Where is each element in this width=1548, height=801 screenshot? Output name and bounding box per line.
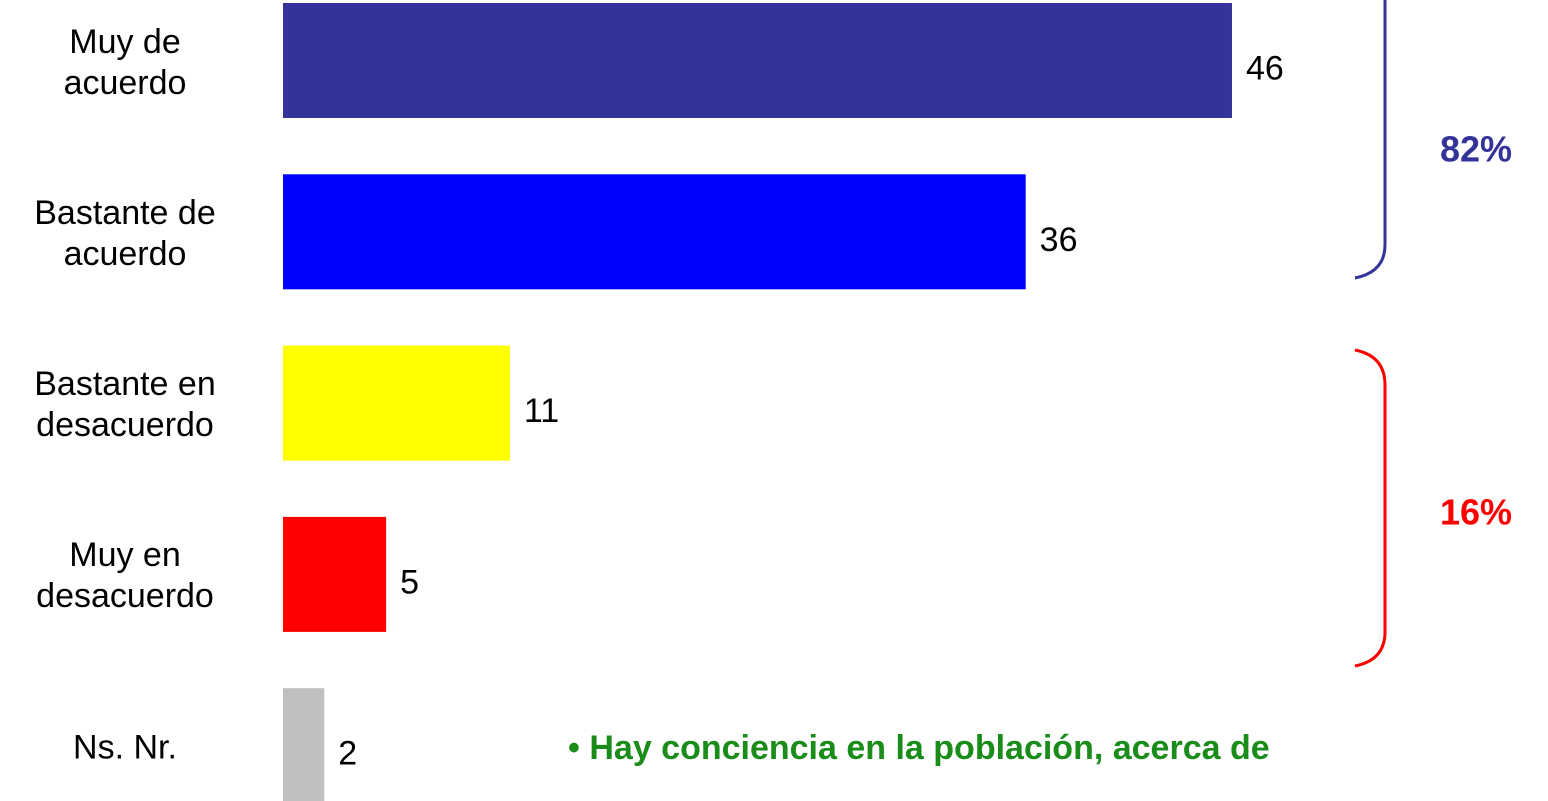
category-label: Muy de acuerdo <box>63 22 187 102</box>
bar <box>283 174 1026 290</box>
value-label: 5 <box>400 563 419 601</box>
category-label: Muy en desacuerdo <box>36 536 214 616</box>
value-label: 46 <box>1246 49 1284 87</box>
group-total: 16% <box>1440 492 1512 533</box>
value-label: 36 <box>1040 221 1078 259</box>
note: • Hay conciencia en la población, acerca… <box>568 729 1270 767</box>
bracket-agree <box>1354 0 1387 280</box>
group-total: 82% <box>1440 129 1512 170</box>
bar <box>283 3 1232 118</box>
value-label: 2 <box>338 735 357 773</box>
bracket-disagree <box>1354 348 1387 668</box>
bar <box>283 345 510 461</box>
category-label: Bastante de acuerdo <box>34 193 216 273</box>
bar <box>283 688 325 801</box>
value-label: 11 <box>524 392 559 430</box>
category-label: Bastante en desacuerdo <box>34 365 216 445</box>
category-label: Ns. Nr. <box>73 728 177 767</box>
bar <box>283 516 387 632</box>
